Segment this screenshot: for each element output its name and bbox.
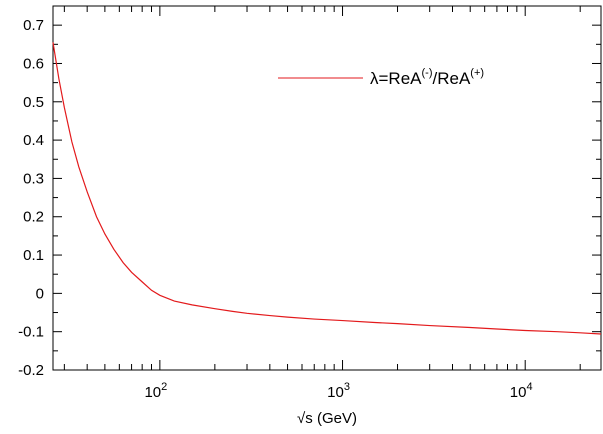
x-axis-label: √s (GeV) [297,410,357,427]
y-tick-label: 0.6 [23,55,44,72]
y-tick-label: -0.2 [18,362,44,379]
legend-eq: =ReA [379,69,423,88]
x-tick-label-base: 10 [510,384,527,401]
x-tick-label: 102 [144,381,167,401]
series-line [52,42,602,335]
y-tick-labels: 0.7 0.6 0.5 0.4 0.3 0.2 0.1 0 -0.1 -0.2 [18,17,44,379]
x-tick-label-base: 10 [327,384,344,401]
x-tick-label: 104 [510,381,533,401]
y-tick-label: 0.3 [23,170,44,187]
legend-sup-plus: (+) [470,67,484,79]
legend-lambda: λ [370,69,379,88]
x-tick-label-base: 10 [144,384,161,401]
legend: λ=ReA(-)/ReA(+) [278,67,484,88]
y-tick-label: 0.7 [23,17,44,34]
series-layer [52,42,602,335]
legend-sup-minus: (-) [422,67,433,79]
x-tick-label-exponent: 4 [526,381,532,393]
y-tick-label: -0.1 [18,324,44,341]
y-tick-label: 0.2 [23,209,44,226]
x-tick-label-exponent: 3 [344,381,350,393]
y-tick-label: 0 [36,285,44,302]
x-tick-labels: 102 103 104 [144,381,532,401]
plot-frame [52,5,602,371]
y-tick-label: 0.5 [23,94,44,111]
x-tick-label: 103 [327,381,350,401]
y-tick-label: 0.4 [23,132,44,149]
y-tick-label: 0.1 [23,247,44,264]
tick-marks [53,5,601,371]
x-tick-label-exponent: 2 [161,381,167,393]
legend-mid: /ReA [433,69,471,88]
legend-label: λ=ReA(-)/ReA(+) [370,67,484,88]
